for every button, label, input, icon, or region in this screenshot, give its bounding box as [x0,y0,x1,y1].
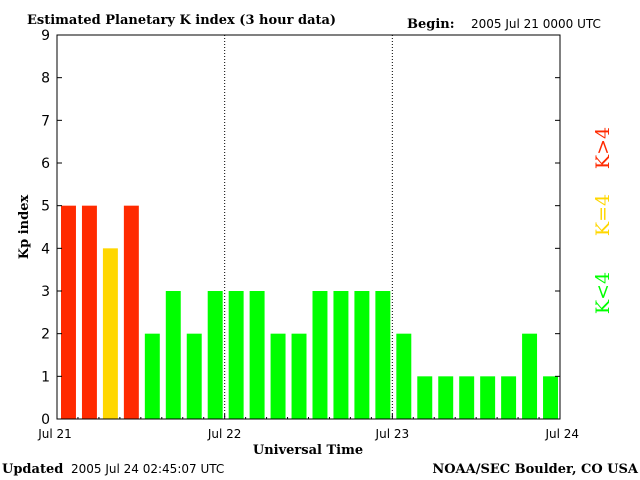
y-tick-label: 9 [41,28,50,44]
updated-value: 2005 Jul 24 02:45:07 UTC [71,462,224,476]
kp-bar [123,205,139,419]
begin-value: 2005 Jul 21 0000 UTC [471,17,601,31]
x-tick-label: Jul 23 [375,427,410,441]
legend-above-4: K>4 [592,127,614,169]
kp-bar [354,291,370,419]
kp-bar [270,333,286,419]
kp-bar [543,376,558,419]
x-tick-label: Jul 22 [207,427,242,441]
kp-bar [480,376,496,419]
y-tick-label: 1 [41,369,50,385]
kp-bar [228,291,244,419]
kp-bar [186,333,202,419]
kp-bar [144,333,160,419]
y-tick-label: 8 [41,71,50,87]
kp-bar [522,333,538,419]
plot-area: 0 1 2 3 4 5 6 7 8 9 Jul 21 Jul 22 Jul 23 Jul 24 [37,28,579,441]
source-credit: NOAA/SEC Boulder, CO USA [432,462,639,477]
legend-below-4: K<4 [592,272,614,314]
x-tick-label: Jul 24 [544,427,579,441]
y-tick-label: 7 [41,113,50,129]
kp-bar [375,291,391,419]
y-tick-label: 6 [41,156,50,172]
kp-bar [102,248,118,419]
kp-bar [417,376,433,419]
kp-bar [396,333,412,419]
kp-bar [249,291,265,419]
kp-bar [333,291,349,419]
y-tick-label: 2 [41,327,50,343]
y-tick-label: 0 [41,412,50,428]
kp-bar [501,376,517,419]
updated-label: Updated [2,462,63,477]
y-tick-label: 3 [41,284,50,300]
y-tick-label: 4 [41,241,50,257]
begin-label: Begin: [407,17,455,32]
kp-bar [291,333,307,419]
kp-bar [81,205,97,419]
kp-bar [207,291,223,419]
x-axis-label: Universal Time [253,443,363,458]
kp-bar [459,376,475,419]
kp-bar [165,291,181,419]
kp-bar [438,376,454,419]
kp-bar [312,291,328,419]
x-tick-label: Jul 21 [37,427,72,441]
y-axis-label: Kp index [17,195,32,260]
chart-title: Estimated Planetary K index (3 hour data… [27,13,336,28]
kp-bar [61,205,76,419]
y-tick-label: 5 [41,199,50,215]
legend-equal-4: K=4 [592,194,614,236]
